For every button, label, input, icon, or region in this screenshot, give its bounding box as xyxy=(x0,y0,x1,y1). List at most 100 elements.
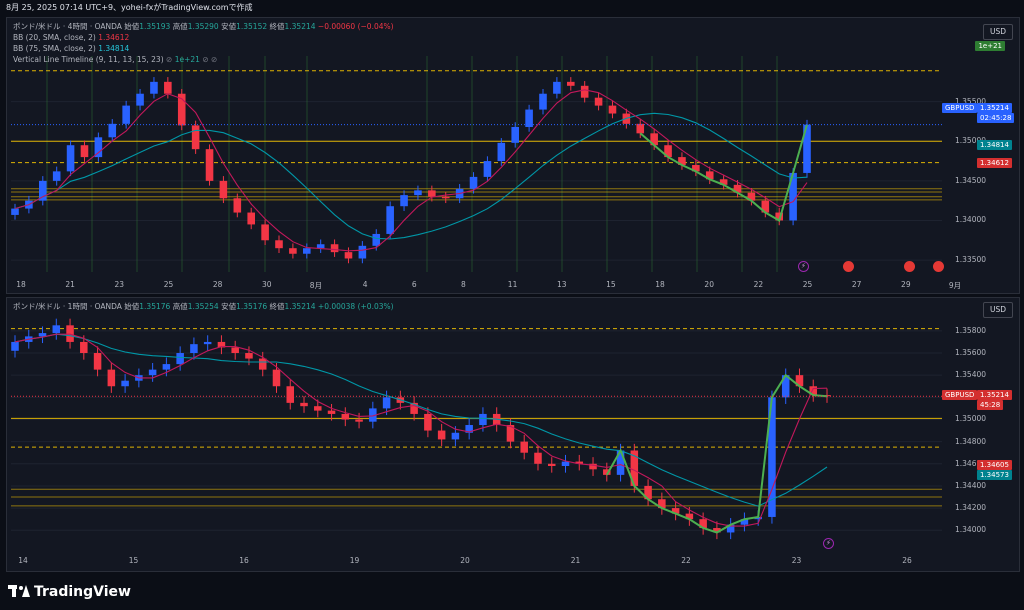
candle[interactable] xyxy=(768,390,776,524)
candle[interactable] xyxy=(795,368,804,393)
candle[interactable] xyxy=(520,434,528,460)
candle[interactable] xyxy=(217,335,226,355)
candle[interactable] xyxy=(258,351,267,377)
candle[interactable] xyxy=(66,140,75,177)
candle[interactable] xyxy=(511,122,520,148)
candle[interactable] xyxy=(747,187,756,206)
candle[interactable] xyxy=(330,239,339,257)
candle[interactable] xyxy=(400,190,408,211)
candle[interactable] xyxy=(191,120,200,154)
flag-event-icon[interactable] xyxy=(843,261,854,272)
candle[interactable] xyxy=(341,407,350,427)
candle[interactable] xyxy=(534,446,542,471)
candle[interactable] xyxy=(603,462,611,482)
candle[interactable] xyxy=(52,318,61,340)
candle[interactable] xyxy=(719,174,728,190)
candle[interactable] xyxy=(644,479,652,506)
candle[interactable] xyxy=(608,100,617,119)
candle[interactable] xyxy=(261,219,269,246)
candle[interactable] xyxy=(382,390,391,416)
candle[interactable] xyxy=(566,77,575,91)
candle[interactable] xyxy=(483,156,492,182)
currency-button[interactable]: USD xyxy=(983,302,1013,318)
eye-off-icon[interactable]: ⊘ xyxy=(211,55,218,64)
eye-off-icon[interactable]: ⊘ xyxy=(202,55,209,64)
flag-event-icon[interactable] xyxy=(933,261,944,272)
candle[interactable] xyxy=(302,243,311,259)
candle[interactable] xyxy=(177,88,186,131)
candle[interactable] xyxy=(775,207,784,226)
candle[interactable] xyxy=(437,423,446,447)
candle[interactable] xyxy=(441,191,450,204)
candle[interactable] xyxy=(664,140,672,162)
candle[interactable] xyxy=(636,119,645,139)
candle[interactable] xyxy=(300,396,308,413)
candle[interactable] xyxy=(539,88,547,115)
candle[interactable] xyxy=(80,335,88,360)
candle[interactable] xyxy=(803,119,811,178)
candle[interactable] xyxy=(11,203,19,220)
candle[interactable] xyxy=(66,318,74,349)
lightning-event-icon[interactable]: ⚡ xyxy=(823,538,834,549)
candle[interactable] xyxy=(761,195,770,218)
candle[interactable] xyxy=(547,457,556,473)
candle[interactable] xyxy=(386,201,394,239)
tradingview-logo[interactable]: TradingView xyxy=(8,584,131,600)
candle[interactable] xyxy=(162,357,171,377)
candle[interactable] xyxy=(506,418,515,449)
candle[interactable] xyxy=(733,180,742,198)
candle[interactable] xyxy=(203,335,212,351)
candle[interactable] xyxy=(121,374,129,393)
chart-pane-4h[interactable]: ポンド/米ドル · 4時間 · OANDA 始値1.35193 高値1.3529… xyxy=(6,17,1020,294)
candle[interactable] xyxy=(205,144,214,186)
chart-pane-1h[interactable]: ポンド/米ドル · 1時間 · OANDA 始値1.35176 高値1.3525… xyxy=(6,297,1020,572)
candle[interactable] xyxy=(344,247,353,264)
candle[interactable] xyxy=(369,401,377,429)
candle[interactable] xyxy=(247,207,256,230)
candle[interactable] xyxy=(327,403,336,421)
candle[interactable] xyxy=(414,185,422,200)
candle[interactable] xyxy=(658,492,666,515)
candle[interactable] xyxy=(150,77,158,99)
candle[interactable] xyxy=(740,512,749,532)
lightning-event-icon[interactable]: ⚡ xyxy=(798,261,809,272)
candle[interactable] xyxy=(80,140,89,162)
candle[interactable] xyxy=(692,160,700,177)
candle[interactable] xyxy=(497,138,506,166)
candle[interactable] xyxy=(190,337,198,360)
candle[interactable] xyxy=(671,501,680,521)
candle[interactable] xyxy=(108,119,117,143)
candle[interactable] xyxy=(11,335,19,358)
candle[interactable] xyxy=(726,518,735,540)
candle[interactable] xyxy=(231,340,239,360)
candle[interactable] xyxy=(705,166,714,185)
candle[interactable] xyxy=(233,193,242,218)
candle[interactable] xyxy=(314,399,322,418)
candle[interactable] xyxy=(553,77,561,99)
candle[interactable] xyxy=(809,379,817,402)
candle[interactable] xyxy=(589,457,597,476)
candle[interactable] xyxy=(272,362,281,393)
candle[interactable] xyxy=(580,81,589,103)
candle[interactable] xyxy=(525,104,533,132)
candle[interactable] xyxy=(122,100,130,129)
candle[interactable] xyxy=(316,239,325,253)
candle[interactable] xyxy=(424,407,432,438)
candle[interactable] xyxy=(52,166,61,186)
candle[interactable] xyxy=(699,512,707,535)
candle[interactable] xyxy=(219,176,228,204)
chart-canvas-4h[interactable] xyxy=(7,18,1019,293)
candle[interactable] xyxy=(678,152,686,170)
candle[interactable] xyxy=(355,412,363,429)
candle[interactable] xyxy=(136,88,144,111)
candle[interactable] xyxy=(286,379,295,410)
chart-canvas-1h[interactable] xyxy=(7,298,1019,571)
candle[interactable] xyxy=(38,176,47,206)
candle[interactable] xyxy=(289,243,297,259)
currency-button[interactable]: USD xyxy=(983,24,1013,40)
candle[interactable] xyxy=(94,132,103,162)
eye-off-icon[interactable]: ⊘ xyxy=(166,55,173,64)
candle[interactable] xyxy=(594,92,603,111)
candle[interactable] xyxy=(781,368,790,404)
candle[interactable] xyxy=(107,362,116,393)
